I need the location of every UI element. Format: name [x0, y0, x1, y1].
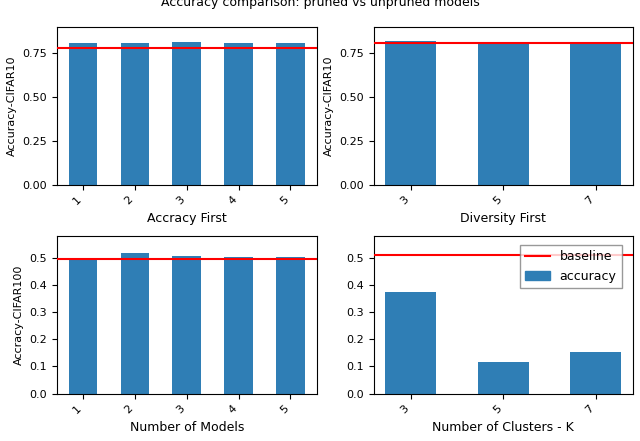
Y-axis label: Accuracy-CIFAR10: Accuracy-CIFAR10 [7, 56, 17, 156]
Bar [276, 257, 305, 394]
Bar [225, 257, 253, 394]
Bar [570, 351, 621, 394]
Bar [478, 362, 529, 394]
Bar [120, 254, 149, 394]
X-axis label: Number of Models: Number of Models [129, 421, 244, 434]
Bar [68, 43, 97, 184]
Bar [385, 41, 436, 184]
Bar [385, 292, 436, 394]
X-axis label: Number of Clusters - K: Number of Clusters - K [433, 421, 574, 434]
Text: Accuracy comparison: pruned vs unpruned models: Accuracy comparison: pruned vs unpruned … [161, 0, 479, 8]
Bar [173, 42, 201, 184]
Legend: baseline, accuracy: baseline, accuracy [520, 246, 621, 288]
Y-axis label: Accracy-CIFAR100: Accracy-CIFAR100 [14, 265, 24, 365]
Y-axis label: Accuracy-CIFAR10: Accuracy-CIFAR10 [323, 56, 333, 156]
Bar [478, 43, 529, 184]
Bar [173, 256, 201, 394]
X-axis label: Diversity First: Diversity First [460, 212, 546, 225]
Bar [225, 43, 253, 184]
Bar [570, 45, 621, 184]
Bar [120, 43, 149, 184]
X-axis label: Accracy First: Accracy First [147, 212, 227, 225]
Bar [68, 260, 97, 394]
Bar [276, 43, 305, 184]
